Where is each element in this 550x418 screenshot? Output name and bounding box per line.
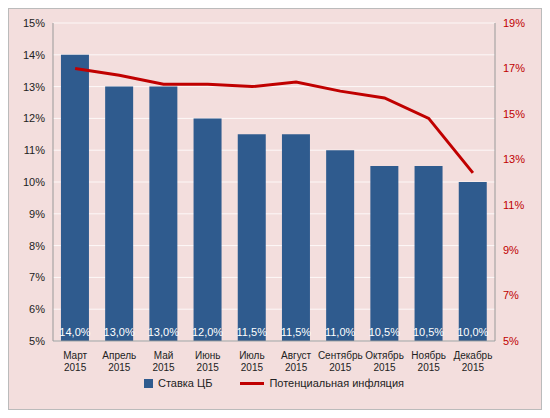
svg-text:13,0%: 13,0%	[104, 326, 135, 338]
svg-text:Октябрь2015: Октябрь2015	[365, 350, 404, 373]
svg-text:12%: 12%	[23, 112, 45, 124]
svg-text:11,5%: 11,5%	[237, 326, 268, 338]
svg-text:9%: 9%	[503, 244, 519, 256]
svg-text:13%: 13%	[23, 81, 45, 93]
svg-text:Август2015: Август2015	[281, 350, 312, 373]
svg-text:Май2015: Май2015	[152, 350, 175, 373]
html-text:Потенциальная инфляция: Потенциальная инфляция	[269, 377, 404, 389]
svg-text:10%: 10%	[23, 176, 45, 188]
svg-text:5%: 5%	[29, 335, 45, 347]
svg-text:5%: 5%	[503, 335, 519, 347]
svg-text:8%: 8%	[29, 240, 45, 252]
svg-text:7%: 7%	[29, 271, 45, 283]
svg-text:13,0%: 13,0%	[148, 326, 179, 338]
svg-text:Апрель2015: Апрель2015	[102, 350, 136, 373]
svg-text:7%: 7%	[503, 289, 519, 301]
svg-text:19%: 19%	[503, 17, 525, 29]
svg-text:11%: 11%	[503, 199, 524, 211]
svg-text:13%: 13%	[503, 153, 525, 165]
svg-text:11,5%: 11,5%	[281, 326, 312, 338]
svg-text:17%: 17%	[503, 62, 525, 74]
svg-text:Ноябрь2015: Ноябрь2015	[411, 350, 446, 373]
svg-text:6%: 6%	[29, 303, 45, 315]
svg-text:15%: 15%	[503, 108, 525, 120]
svg-text:10,5%: 10,5%	[369, 326, 400, 338]
svg-text:Декабрь2015: Декабрь2015	[453, 350, 492, 373]
svg-text:10,5%: 10,5%	[413, 326, 444, 338]
svg-text:9%: 9%	[29, 208, 45, 220]
svg-text:14,0%: 14,0%	[59, 326, 90, 338]
svg-text:12,0%: 12,0%	[192, 326, 223, 338]
html-text:Ставка ЦБ: Ставка ЦБ	[158, 377, 213, 389]
svg-text:14%: 14%	[23, 49, 45, 61]
svg-text:15%: 15%	[23, 17, 45, 29]
svg-text:11,0%: 11,0%	[325, 326, 356, 338]
svg-text:Июнь2015: Июнь2015	[195, 350, 220, 373]
svg-text:Март2015: Март2015	[63, 350, 87, 373]
svg-text:10,0%: 10,0%	[457, 326, 488, 338]
svg-text:11%: 11%	[24, 144, 45, 156]
svg-text:Июль2015: Июль2015	[239, 350, 265, 373]
svg-text:Сентябрь2015: Сентябрь2015	[318, 350, 363, 373]
